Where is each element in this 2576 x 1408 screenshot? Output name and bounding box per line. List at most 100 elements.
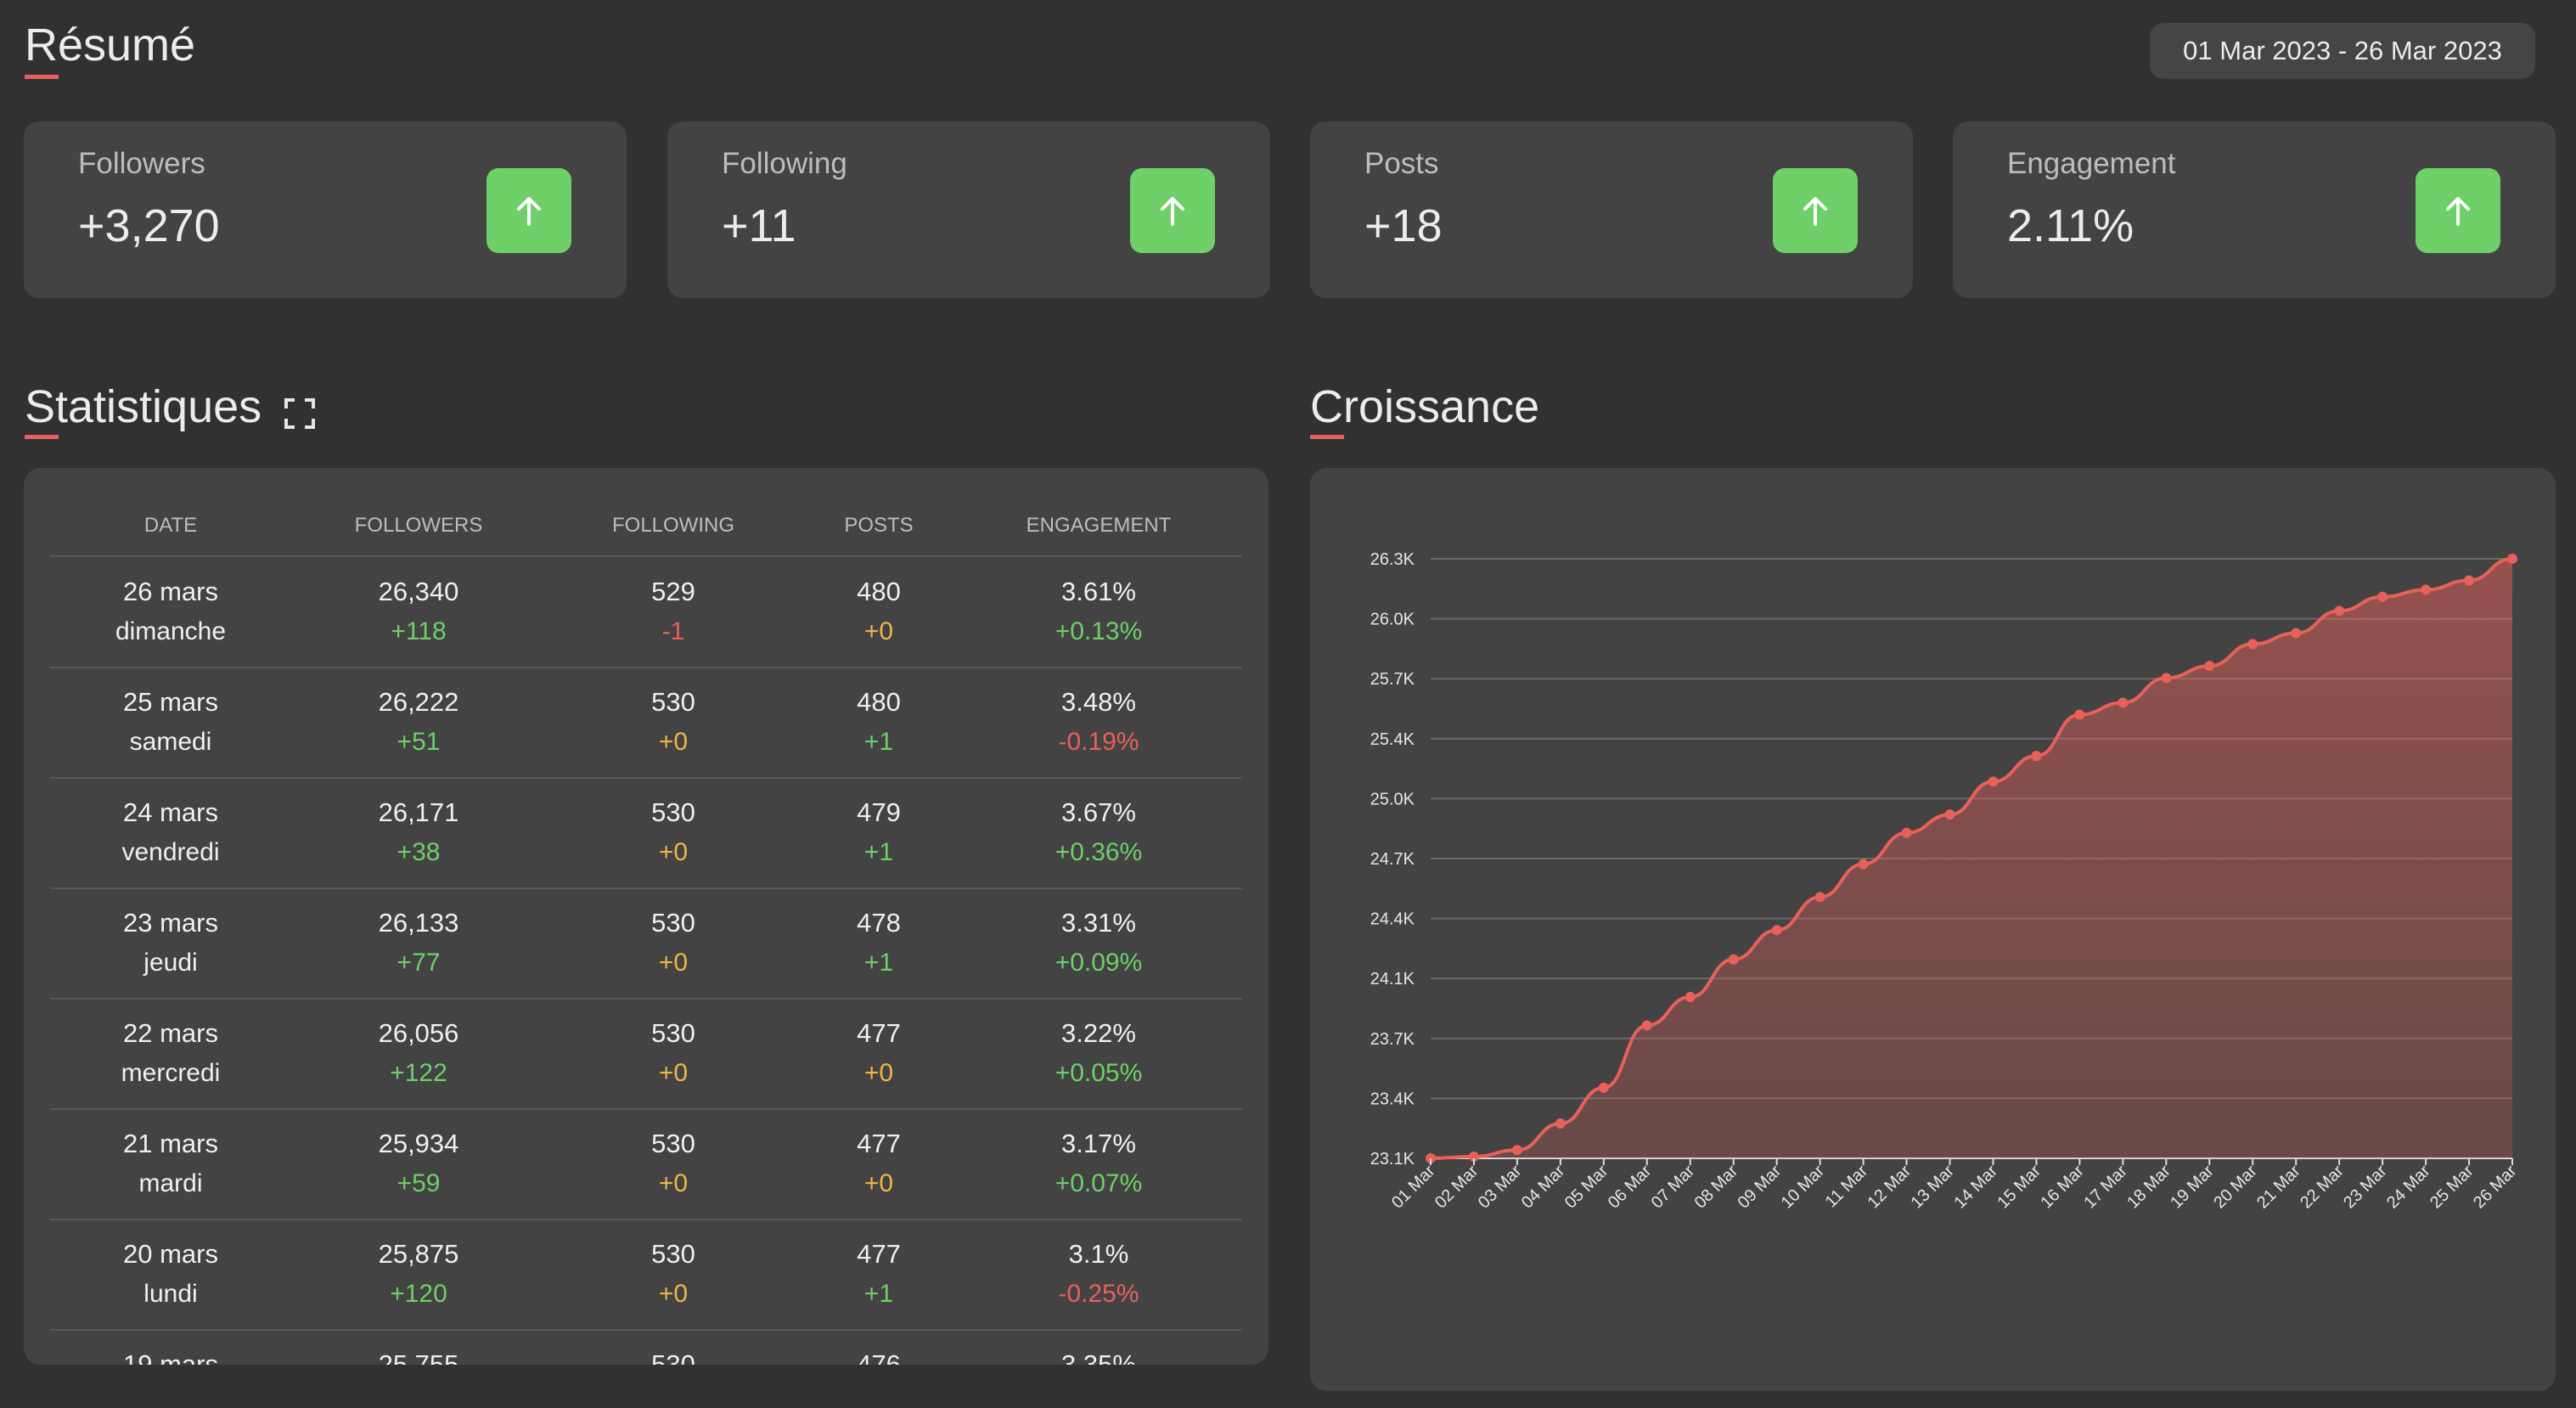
row-divider [50,1219,1242,1220]
x-tick-label: 14 Mar [1950,1162,2001,1213]
cell-delta: +1 [863,728,894,756]
expand-icon[interactable] [284,397,316,430]
cell-delta: +0 [658,949,689,977]
arrow-up [1803,197,1827,226]
row-divider [50,887,1242,889]
cell-main: 530 [651,797,695,827]
card-label: Posts [1364,147,1439,180]
cell-delta: +0 [658,728,689,756]
trend-button[interactable] [1130,168,1215,253]
y-tick-label: 25.0K [1370,790,1415,808]
point [1598,1082,1609,1093]
date-range[interactable]: 01 Mar 2023 - 26 Mar 2023 [2150,23,2535,79]
header-divider [50,555,1242,557]
x-tick-label: 17 Mar [2080,1162,2131,1213]
cell-day: samedi [129,728,212,756]
stat-card: Posts +18 [1310,121,1913,298]
y-tick-label: 26.3K [1370,550,1415,569]
cell-main: 480 [857,687,901,717]
cell-delta: +0 [658,1169,689,1197]
x-tick-label: 22 Mar [2297,1162,2348,1213]
cell-main: 479 [857,797,901,827]
trend-button[interactable] [487,168,571,253]
cell-main: 3.31% [1061,908,1136,938]
y-tick-label: 24.1K [1370,970,1415,988]
x-tick-label: 18 Mar [2123,1162,2174,1213]
cell-main: 530 [651,687,695,717]
y-tick-label: 23.4K [1370,1090,1415,1108]
cell-main: 25,755 [378,1349,459,1365]
point [1641,1020,1652,1031]
section-title: Statistiques [25,381,262,432]
cell-delta: +0.07% [1055,1169,1143,1197]
point [2118,697,2129,708]
y-tick-label: 23.1K [1370,1150,1415,1169]
cell-main: 26,056 [378,1018,459,1048]
title-underline [1310,435,1344,439]
cell-delta: +0.13% [1055,617,1143,645]
cell-main: 478 [857,908,901,938]
point [2334,605,2345,617]
x-tick-label: 13 Mar [1907,1162,1958,1213]
point [2421,584,2432,595]
x-tick-label: 10 Mar [1778,1162,1829,1213]
trend-button[interactable] [2416,168,2500,253]
stats-table: DATE FOLLOWERS FOLLOWING POSTS ENGAGEMENT 26 … [24,468,1268,1365]
card-value: +11 [722,200,796,251]
arrow-up [2446,197,2470,226]
cell-delta: +0 [863,1169,894,1197]
cell-main: 477 [857,1018,901,1048]
cell-delta: +38 [397,838,441,866]
cell-day: mardi [138,1169,203,1197]
cell-delta: +1 [863,1280,894,1308]
point [2291,628,2302,639]
cell-delta: +51 [397,728,441,756]
cell-delta: +77 [397,949,441,977]
y-tick-label: 24.7K [1370,850,1415,869]
trend-button[interactable] [1773,168,1858,253]
point [2377,591,2388,602]
cell-delta: +0 [658,1059,689,1087]
row-divider [50,777,1242,779]
point [1988,776,1999,787]
point [2507,554,2517,564]
x-tick-label: 25 Mar [2427,1162,2478,1213]
cell-delta: +0.09% [1055,949,1143,977]
x-tick-label: 24 Mar [2383,1162,2434,1213]
cell-main: 26,340 [378,577,459,606]
x-tick-label: 09 Mar [1735,1162,1786,1213]
y-tick-label: 26.0K [1370,611,1415,629]
cell-delta: +0 [863,1059,894,1087]
arrow-up [1161,197,1184,226]
x-tick-label: 15 Mar [1994,1162,2044,1213]
x-tick-label: 12 Mar [1865,1162,1915,1213]
point [2204,661,2215,672]
cell-main: 530 [651,1349,695,1365]
point [2247,639,2258,650]
point [1728,954,1739,965]
page-title: Résumé [25,20,196,70]
x-tick-label: 07 Mar [1648,1162,1699,1213]
cell-delta: +120 [390,1280,447,1308]
cell-main: 477 [857,1129,901,1158]
column-header: POSTS [844,514,914,537]
cell-main: 26,222 [378,687,459,717]
stat-card: Following +11 [667,121,1270,298]
stat-card: Followers +3,270 [24,121,627,298]
point [2074,709,2085,720]
x-tick-label: 06 Mar [1605,1162,1656,1213]
x-tick-label: 04 Mar [1518,1162,1569,1213]
cell-delta: -1 [661,617,685,645]
cell-main: 3.22% [1061,1018,1136,1048]
x-tick-label: 02 Mar [1431,1162,1482,1213]
section-title: Croissance [1310,381,1540,432]
cell-main: 476 [857,1349,901,1365]
column-header: ENGAGEMENT [1026,514,1172,537]
cell-delta: +0.36% [1055,838,1143,866]
point [1771,925,1782,936]
cell-main: 23 mars [123,908,218,938]
cell-day: vendredi [121,838,220,866]
y-tick-label: 25.7K [1370,670,1415,689]
chart-panel: 23.1K 23.4K 23.7K 24.1K 24.4K 24.7K 25.0K 25.4K… [1310,468,2556,1391]
row-divider [50,1108,1242,1110]
